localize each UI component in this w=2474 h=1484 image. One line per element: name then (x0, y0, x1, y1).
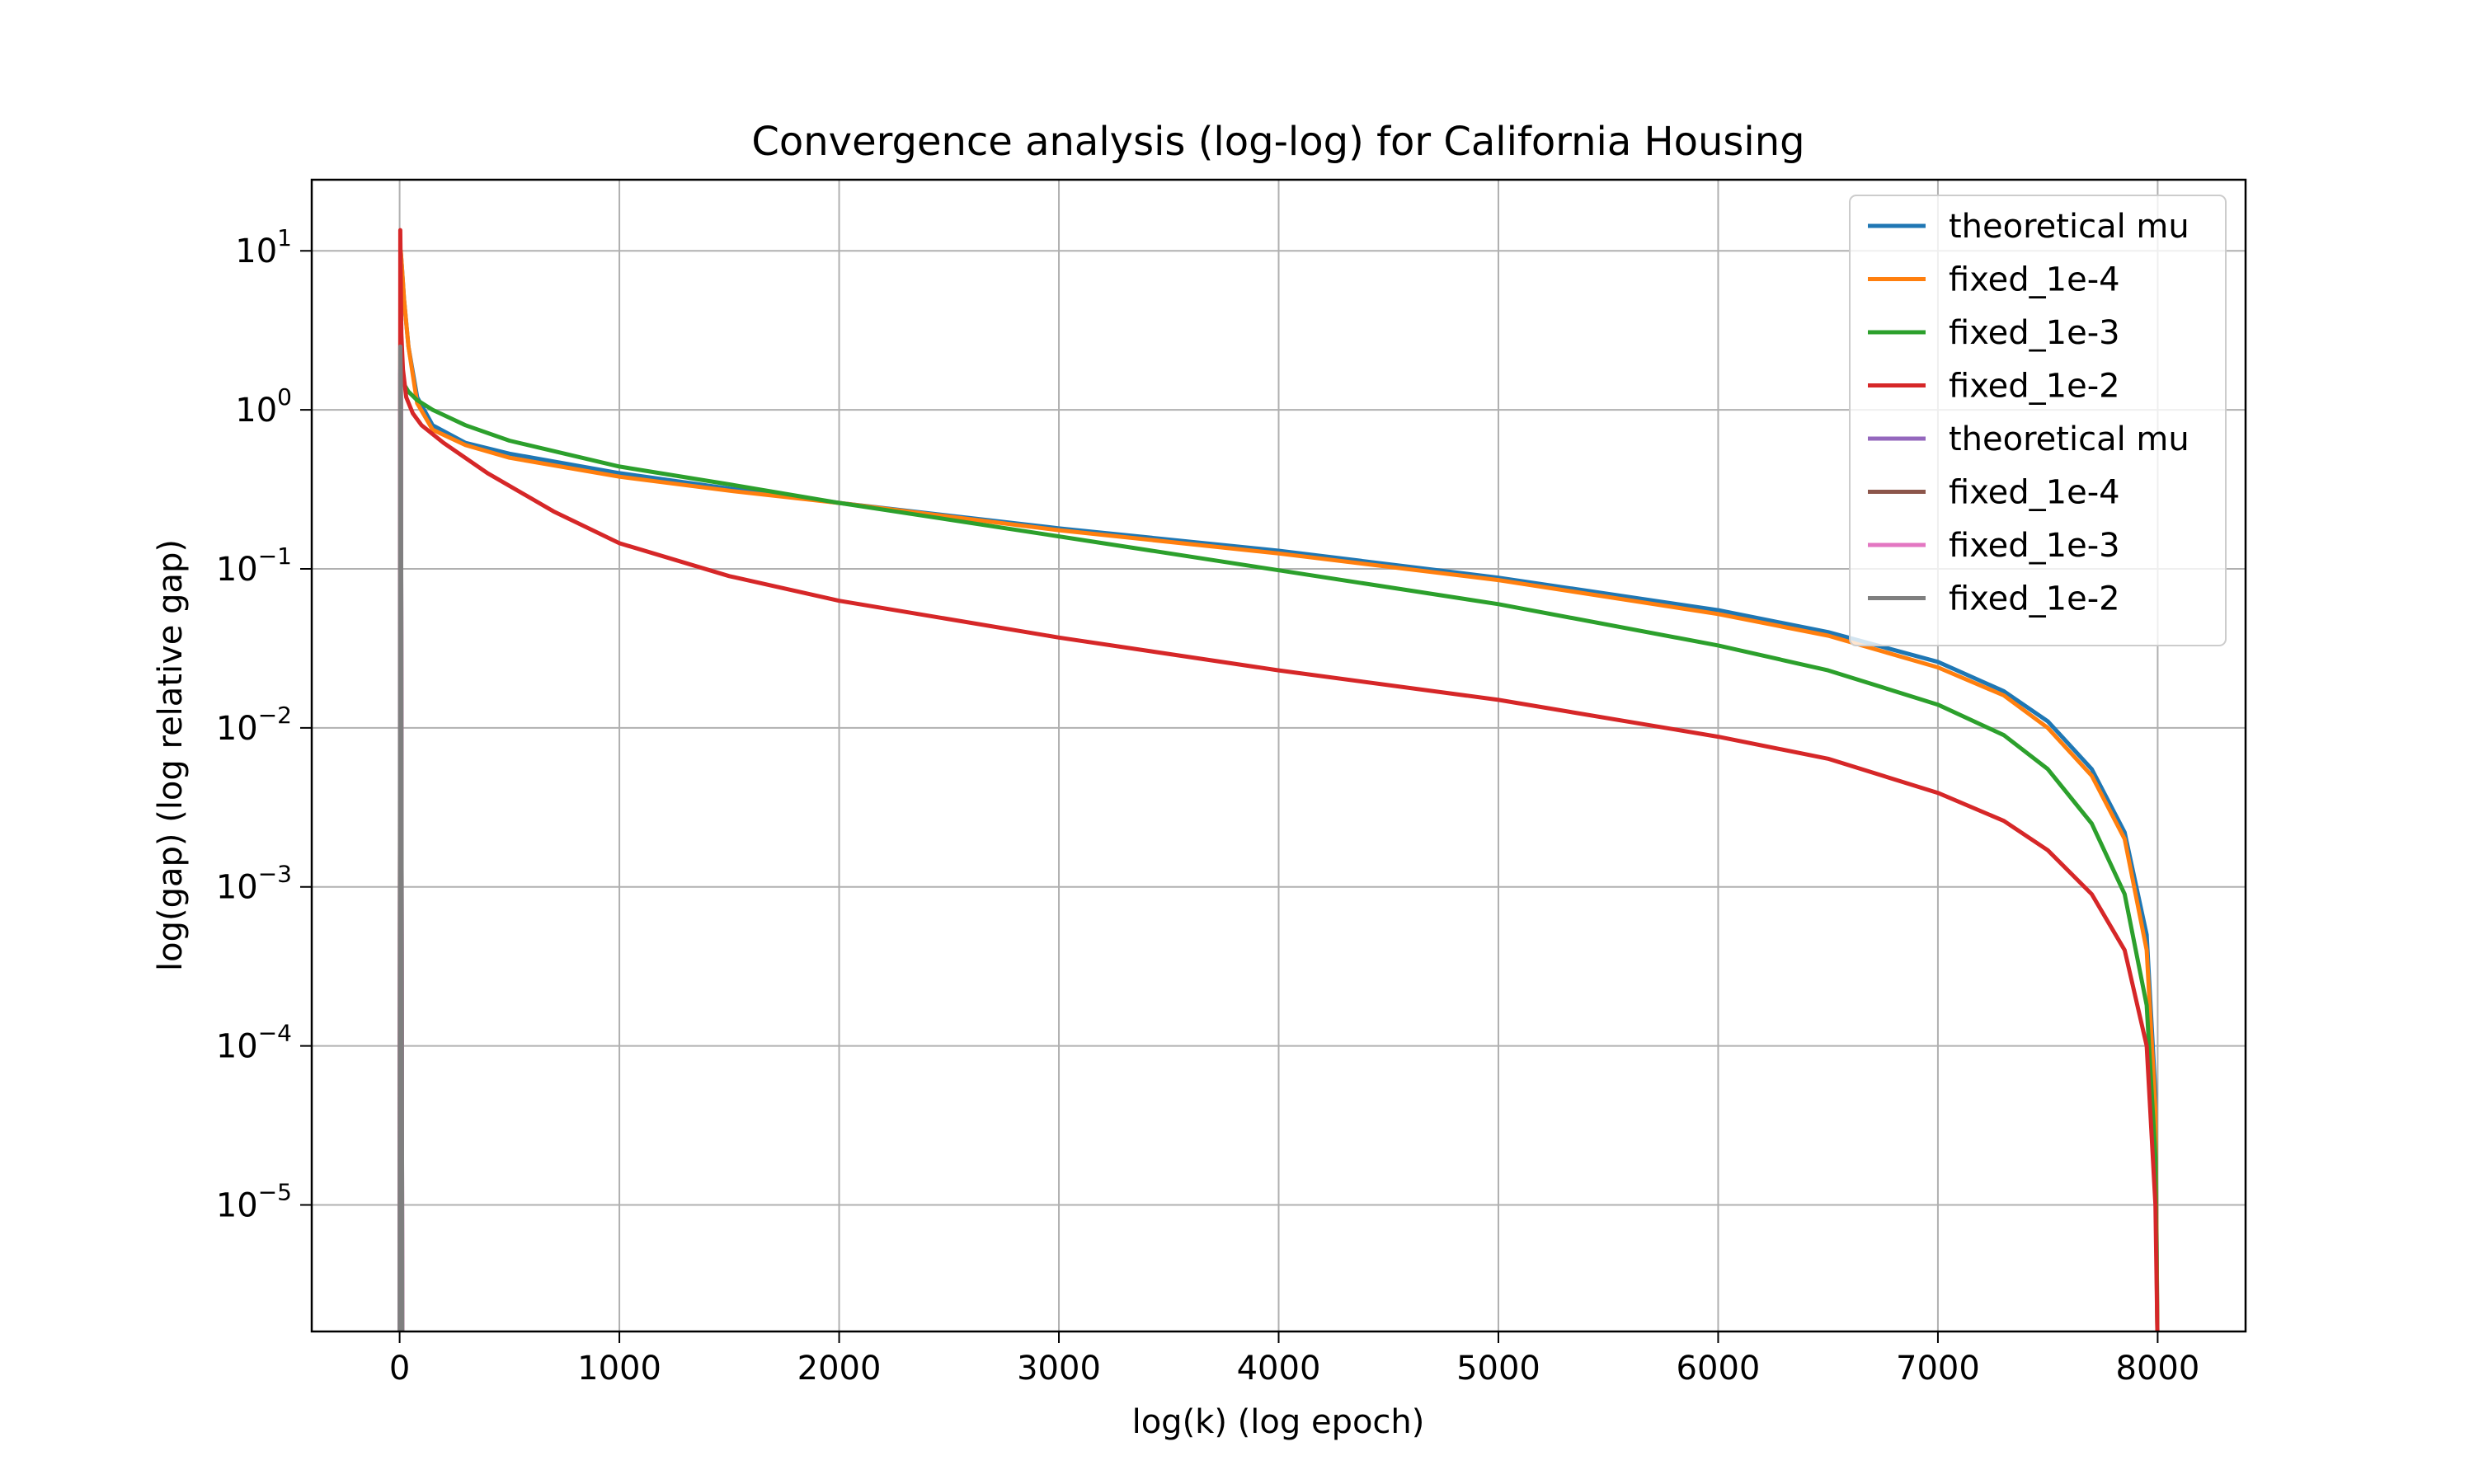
legend-label: theoretical mu (1949, 208, 2189, 246)
legend-label: fixed_1e-3 (1949, 527, 2120, 565)
x-tick-label: 4000 (1237, 1350, 1321, 1388)
legend-label: theoretical mu (1949, 420, 2189, 458)
y-tick-base: 10 (235, 392, 277, 430)
y-tick-label: 10−1 (216, 542, 292, 589)
legend-label: fixed_1e-4 (1949, 261, 2120, 299)
x-tick-label: 0 (389, 1350, 410, 1388)
y-tick-base: 10 (216, 1028, 258, 1066)
x-tick-label: 3000 (1017, 1350, 1101, 1388)
series-lines (397, 228, 2160, 1331)
y-tick-base: 10 (235, 232, 277, 270)
legend-box (1849, 195, 2227, 646)
x-axis-ticks: 0 1000 2000 3000 4000 5000 6000 7000 8000 (389, 1331, 2199, 1388)
legend: theoretical mu fixed_1e-4 fixed_1e-3 fixed_… (1849, 195, 2227, 646)
series-line-7 (397, 344, 405, 1331)
x-tick-label: 5000 (1456, 1350, 1540, 1388)
legend-label: fixed_1e-3 (1949, 314, 2120, 352)
y-tick-exponent: −4 (258, 1020, 292, 1047)
y-tick-label: 100 (235, 383, 292, 430)
y-tick-label: 10−5 (216, 1178, 292, 1224)
y-tick-label: 10−4 (216, 1020, 292, 1066)
y-tick-label: 101 (235, 224, 292, 270)
legend-label: fixed_1e-2 (1949, 580, 2120, 618)
y-tick-label: 10−3 (216, 861, 292, 907)
y-tick-exponent: −1 (258, 542, 292, 570)
chart-title: Convergence analysis (log-log) for Calif… (751, 119, 1804, 165)
y-tick-base: 10 (216, 710, 258, 748)
y-axis-label: log(gap) (log relative gap) (152, 539, 190, 971)
y-tick-exponent: −5 (258, 1178, 292, 1205)
y-tick-base: 10 (216, 1186, 258, 1224)
legend-label: fixed_1e-4 (1949, 474, 2120, 512)
x-axis-label: log(k) (log epoch) (1132, 1403, 1425, 1441)
y-tick-exponent: −2 (258, 702, 292, 729)
legend-label: fixed_1e-2 (1949, 368, 2120, 406)
x-tick-label: 8000 (2116, 1350, 2200, 1388)
x-tick-label: 2000 (797, 1350, 882, 1388)
series-line-3 (397, 228, 2160, 1331)
x-tick-label: 6000 (1677, 1350, 1761, 1388)
y-tick-exponent: 1 (277, 224, 292, 251)
series-line-1 (397, 248, 2160, 1331)
y-tick-label: 10−2 (216, 702, 292, 748)
y-tick-exponent: −3 (258, 861, 292, 888)
x-tick-label: 1000 (577, 1350, 661, 1388)
y-tick-exponent: 0 (277, 383, 292, 411)
x-tick-label: 7000 (1896, 1350, 1980, 1388)
y-tick-base: 10 (216, 869, 258, 907)
y-tick-base: 10 (216, 551, 258, 589)
series-line-2 (397, 353, 2160, 1331)
